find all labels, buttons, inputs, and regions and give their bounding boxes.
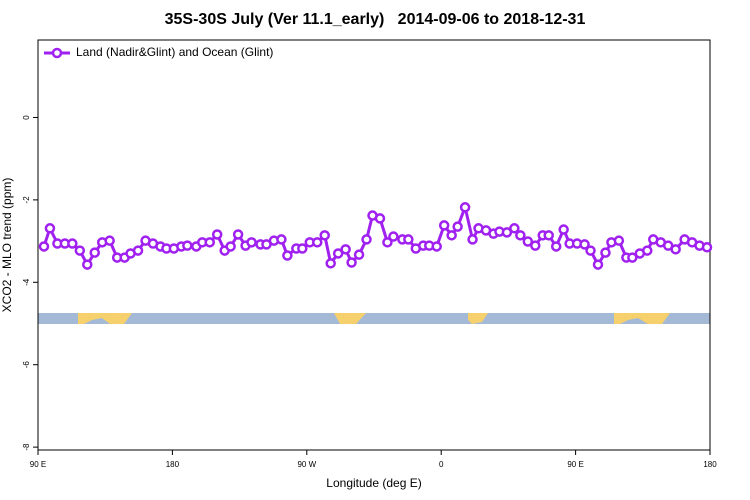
point	[232, 229, 244, 240]
point	[452, 221, 463, 232]
y-axis-label: XCO2 - MLO trend (ppm)	[0, 178, 14, 313]
point	[282, 250, 293, 261]
point	[701, 242, 713, 253]
x-tick-label: 0	[439, 460, 444, 469]
point	[319, 230, 330, 241]
point	[431, 241, 442, 252]
point	[530, 240, 541, 251]
point	[340, 244, 351, 255]
point	[467, 234, 478, 245]
point	[38, 241, 50, 252]
point	[627, 252, 638, 263]
point	[438, 220, 450, 231]
point	[353, 249, 365, 260]
point	[403, 234, 414, 245]
point	[522, 236, 534, 247]
point	[579, 239, 590, 250]
point	[543, 230, 554, 241]
point	[276, 234, 287, 245]
land-patch	[614, 313, 670, 324]
x-tick-label: 90 E	[567, 460, 583, 469]
y-tick-label: -6	[22, 361, 31, 369]
land-patch	[334, 313, 366, 324]
point	[592, 259, 604, 270]
ocean-strip	[38, 313, 710, 324]
point	[388, 231, 399, 242]
point	[332, 248, 344, 259]
y-tick-label: -4	[22, 278, 31, 286]
point	[374, 213, 386, 224]
point	[67, 238, 78, 249]
point	[509, 223, 520, 234]
x-tick-label: 90 E	[30, 460, 46, 469]
x-tick-label: 180	[166, 460, 180, 469]
point	[246, 237, 257, 248]
point	[459, 202, 471, 213]
land-patch	[468, 313, 488, 324]
land-patch	[78, 313, 132, 324]
map-strip	[38, 313, 710, 324]
point	[600, 247, 611, 258]
x-axis-label: Longitude (deg E)	[326, 476, 421, 490]
point	[382, 237, 393, 248]
point	[297, 243, 308, 254]
point	[361, 234, 372, 245]
point	[558, 224, 569, 235]
y-tick-label: -2	[22, 196, 31, 204]
y-tick-label: -8	[22, 443, 31, 451]
point	[346, 257, 357, 268]
point	[104, 235, 115, 246]
point	[446, 230, 457, 241]
x-tick-label: 90 W	[297, 460, 316, 469]
point	[204, 237, 215, 248]
y-tick-label: 0	[22, 115, 31, 120]
legend-marker	[51, 47, 63, 59]
point	[501, 227, 513, 238]
point	[132, 245, 144, 256]
point	[182, 240, 193, 251]
point	[670, 244, 681, 255]
point	[613, 235, 625, 246]
point	[312, 237, 323, 248]
point	[211, 229, 223, 240]
point	[225, 241, 236, 252]
legend-label: Land (Nadir&Glint) and Ocean (Glint)	[76, 45, 273, 59]
point	[585, 245, 596, 256]
point	[550, 241, 562, 252]
point	[325, 258, 336, 269]
point	[44, 223, 56, 234]
point	[642, 245, 653, 256]
chart-title: 35S-30S July (Ver 11.1_early) 2014-09-06…	[165, 11, 586, 28]
point	[82, 259, 93, 270]
x-tick-label: 180	[703, 460, 717, 469]
point	[74, 245, 86, 256]
point	[89, 247, 100, 258]
point	[515, 230, 526, 241]
